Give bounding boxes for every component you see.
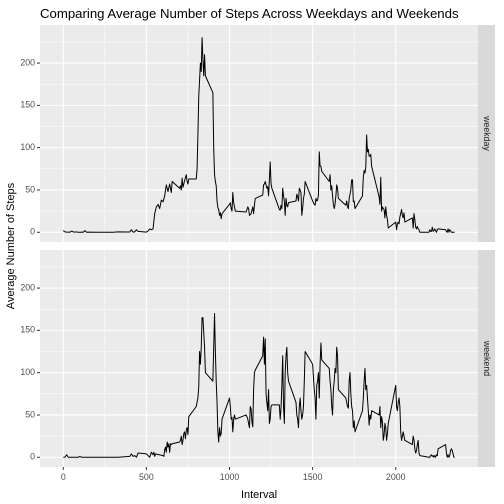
y-tick-label: 200 [20, 57, 35, 67]
strip-label-weekday: weekday [482, 115, 492, 151]
y-tick-label: 100 [20, 142, 35, 152]
y-tick-label: 0 [30, 227, 35, 237]
y-tick-label: 200 [20, 282, 35, 292]
y-tick-label: 50 [25, 184, 35, 194]
y-tick-label: 0 [30, 452, 35, 462]
x-axis-title: Interval [241, 489, 277, 501]
strip-weekend [478, 250, 495, 467]
y-tick-label: 100 [20, 367, 35, 377]
panel-weekday [40, 25, 478, 242]
grid-weekday [40, 25, 478, 242]
y-tick-label: 150 [20, 100, 35, 110]
x-tick-label: 500 [139, 472, 154, 482]
x-tick-label: 1000 [220, 472, 240, 482]
x-axis: 0 500 1000 1500 2000 [61, 467, 406, 482]
y-axis-weekend: 0 50 100 150 200 [20, 282, 40, 462]
chart-title: Comparing Average Number of Steps Across… [40, 6, 459, 21]
y-tick-label: 150 [20, 325, 35, 335]
x-tick-label: 0 [61, 472, 66, 482]
panel-weekend [40, 250, 478, 467]
strip-label-weekend: weekend [482, 340, 492, 376]
series-line-weekend [63, 312, 455, 458]
x-tick-label: 1500 [303, 472, 323, 482]
strip-weekday [478, 25, 495, 242]
grid-weekend [40, 250, 478, 467]
x-tick-label: 2000 [386, 472, 406, 482]
series-line-weekday [62, 37, 455, 233]
y-axis-weekday: 0 50 100 150 200 [20, 57, 40, 237]
y-tick-label: 50 [25, 409, 35, 419]
y-axis-title: Average Number of Steps [5, 182, 17, 309]
